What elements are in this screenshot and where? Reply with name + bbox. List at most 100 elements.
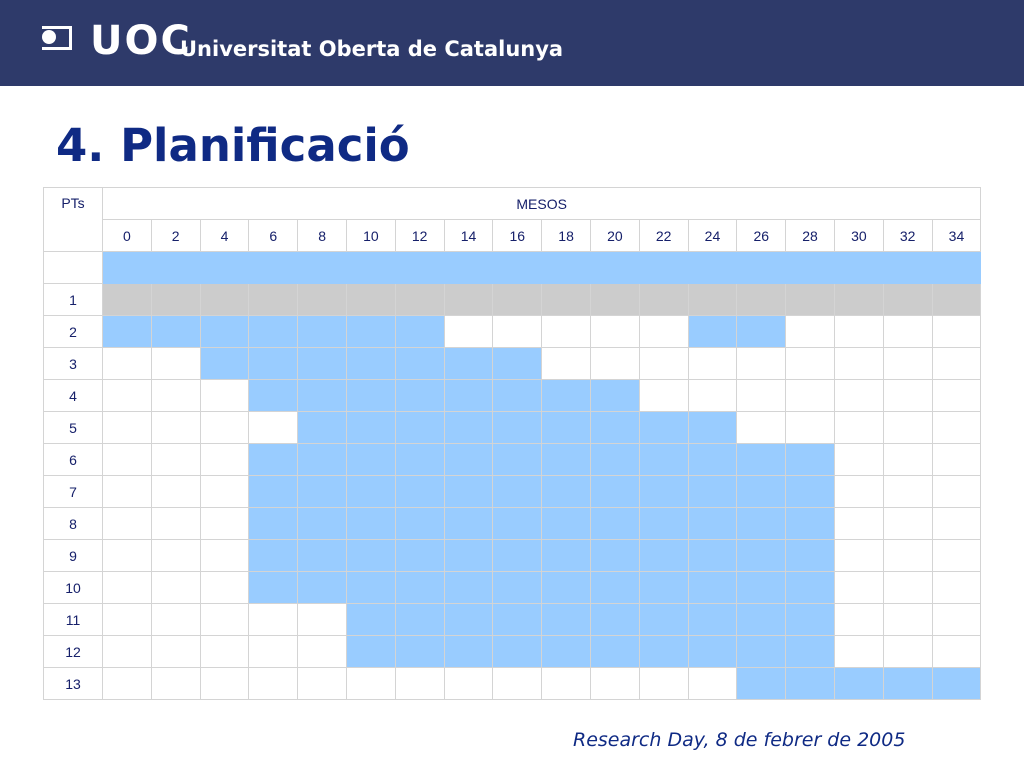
gantt-cell bbox=[736, 507, 787, 540]
gantt-cell bbox=[541, 411, 591, 444]
gantt-cell bbox=[150, 315, 201, 348]
gantt-cell bbox=[882, 507, 933, 540]
gantt-cell bbox=[102, 379, 152, 412]
gantt-cell bbox=[150, 507, 201, 540]
gantt-cell bbox=[150, 539, 201, 572]
gantt-cell bbox=[297, 443, 347, 476]
gantt-cell bbox=[882, 347, 933, 380]
gantt-cell bbox=[833, 283, 884, 316]
gantt-cell bbox=[589, 251, 640, 284]
gantt-cell bbox=[443, 507, 494, 540]
gantt-cell bbox=[833, 507, 884, 540]
gantt-cell bbox=[345, 507, 396, 540]
gantt-cell bbox=[687, 251, 738, 284]
gantt-cell bbox=[443, 571, 494, 604]
gantt-cell bbox=[248, 571, 299, 604]
gantt-cell bbox=[882, 443, 933, 476]
mesos-header: MESOS bbox=[101, 187, 982, 220]
gantt-cell bbox=[736, 571, 787, 604]
gantt-cell bbox=[443, 603, 494, 636]
gantt-cell bbox=[833, 347, 884, 380]
work-package-label: 13 bbox=[43, 667, 103, 700]
header-bar: UOC Universitat Oberta de Catalunya bbox=[0, 0, 1024, 86]
gantt-cell bbox=[638, 667, 689, 700]
gantt-cell bbox=[248, 475, 299, 508]
gantt-cell bbox=[492, 283, 543, 316]
gantt-cell bbox=[638, 475, 689, 508]
gantt-cell bbox=[394, 635, 445, 668]
gantt-cell bbox=[345, 571, 396, 604]
gantt-cell bbox=[736, 635, 787, 668]
gantt-cell bbox=[833, 379, 884, 412]
work-package-label: 8 bbox=[43, 507, 103, 540]
table-row: 12 bbox=[43, 635, 982, 668]
gantt-cell bbox=[492, 635, 543, 668]
gantt-cell bbox=[248, 667, 299, 700]
gantt-cell bbox=[345, 283, 396, 316]
gantt-cell bbox=[394, 603, 445, 636]
gantt-cell bbox=[736, 379, 787, 412]
gantt-cell bbox=[248, 539, 299, 572]
months-header-row: 0 2 4 6 8 10 12 14 16 18 20 22 24 26 28 30 32 34 bbox=[44, 219, 982, 252]
gantt-cell bbox=[394, 667, 445, 700]
gantt-cell bbox=[931, 283, 982, 316]
table-row: 2 bbox=[43, 315, 982, 348]
gantt-cell bbox=[297, 475, 347, 508]
gantt-cell bbox=[492, 379, 543, 412]
gantt-cell bbox=[443, 251, 494, 284]
table-row: 3 bbox=[43, 347, 982, 380]
gantt-cell bbox=[785, 315, 835, 348]
work-package-label bbox=[43, 251, 103, 284]
work-package-label: 12 bbox=[43, 635, 103, 668]
gantt-cell bbox=[199, 283, 250, 316]
gantt-cell bbox=[297, 411, 347, 444]
gantt-cell bbox=[687, 443, 738, 476]
gantt-cell bbox=[541, 571, 591, 604]
gantt-cell bbox=[785, 475, 835, 508]
gantt-cell bbox=[394, 539, 445, 572]
gantt-cell bbox=[102, 475, 152, 508]
gantt-cell bbox=[833, 251, 884, 284]
gantt-cell bbox=[102, 667, 152, 700]
gantt-cell bbox=[150, 251, 201, 284]
gantt-cell bbox=[248, 411, 299, 444]
gantt-cell bbox=[931, 379, 982, 412]
gantt-cell bbox=[541, 251, 591, 284]
gantt-cell bbox=[492, 475, 543, 508]
table-row: 6 bbox=[43, 443, 982, 476]
month-header: 32 bbox=[882, 219, 933, 252]
gantt-cell bbox=[638, 411, 689, 444]
gantt-cell bbox=[492, 315, 543, 348]
gantt-cell bbox=[297, 347, 347, 380]
gantt-cell bbox=[833, 443, 884, 476]
gantt-cell bbox=[492, 571, 543, 604]
gantt-cell bbox=[687, 571, 738, 604]
gantt-cell bbox=[882, 251, 933, 284]
gantt-cell bbox=[297, 251, 347, 284]
gantt-cell bbox=[882, 475, 933, 508]
gantt-cell bbox=[394, 571, 445, 604]
gantt-cell bbox=[248, 507, 299, 540]
gantt-cell bbox=[785, 635, 835, 668]
gantt-cell bbox=[297, 667, 347, 700]
gantt-cell bbox=[882, 539, 933, 572]
gantt-cell bbox=[736, 539, 787, 572]
page-title: 4. Planificació bbox=[56, 119, 410, 172]
gantt-cell bbox=[589, 475, 640, 508]
work-package-label: 9 bbox=[43, 539, 103, 572]
gantt-cell bbox=[638, 635, 689, 668]
work-package-label: 6 bbox=[43, 443, 103, 476]
gantt-cell bbox=[638, 283, 689, 316]
gantt-cell bbox=[882, 315, 933, 348]
gantt-cell bbox=[199, 251, 250, 284]
gantt-cell bbox=[345, 635, 396, 668]
gantt-cell bbox=[785, 507, 835, 540]
gantt-cell bbox=[199, 411, 250, 444]
gantt-cell bbox=[345, 475, 396, 508]
gantt-cell bbox=[443, 379, 494, 412]
gantt-cell bbox=[443, 411, 494, 444]
gantt-cell bbox=[687, 603, 738, 636]
table-row: 5 bbox=[43, 411, 982, 444]
gantt-cell bbox=[589, 571, 640, 604]
gantt-cell bbox=[345, 539, 396, 572]
